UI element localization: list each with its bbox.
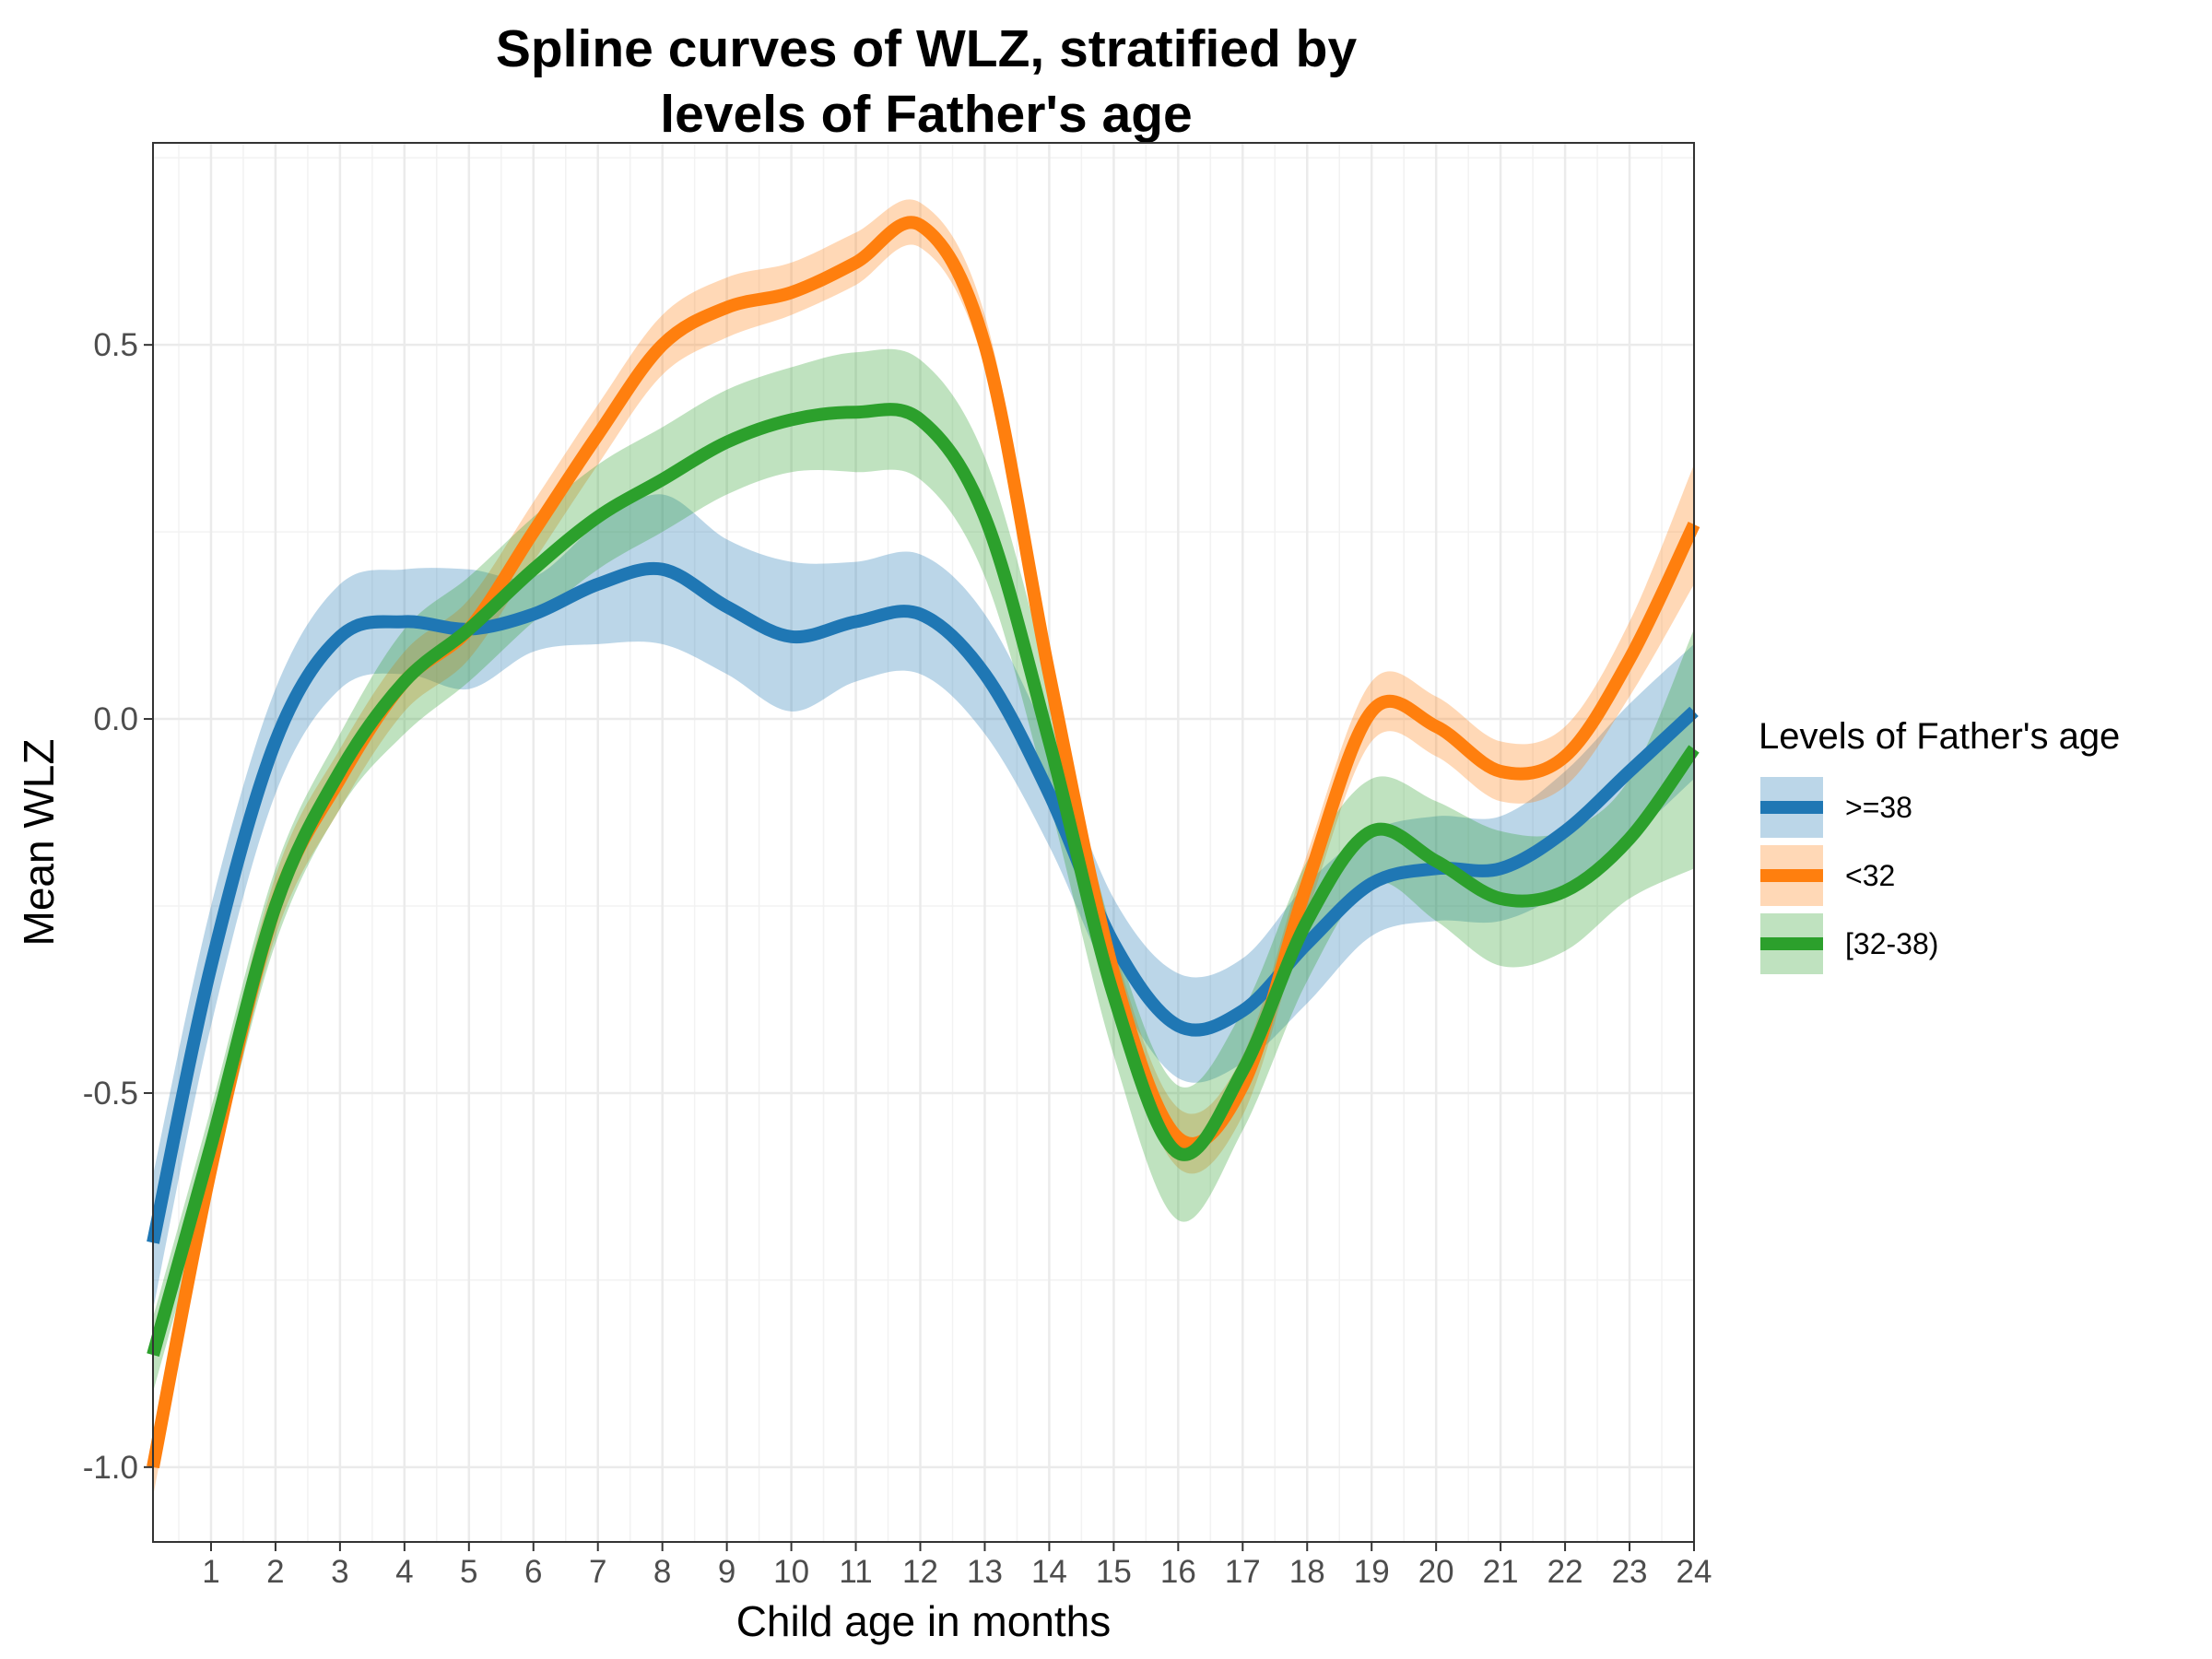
x-tick-label: 17 (1225, 1554, 1261, 1590)
legend-label-1: <32 (1845, 859, 1895, 892)
y-axis-title: Mean WLZ (15, 739, 63, 947)
x-axis: 1 2 3 4 5 6 7 8 9 10 11 12 13 14 15 16 17 18 19 20 21 22 23 24 (202, 1542, 1712, 1590)
x-tick-label: 8 (653, 1554, 671, 1590)
x-tick-label: 22 (1547, 1554, 1583, 1590)
x-tick-label: 2 (266, 1554, 284, 1590)
x-tick-label: 7 (589, 1554, 606, 1590)
x-tick-label: 10 (773, 1554, 809, 1590)
x-tick-label: 21 (1483, 1554, 1519, 1590)
plot-panel-border (152, 142, 1695, 1543)
x-tick-label: 24 (1677, 1554, 1712, 1590)
x-tick-label: 12 (902, 1554, 938, 1590)
x-tick-label: 15 (1096, 1554, 1132, 1590)
x-tick-label: 5 (460, 1554, 477, 1590)
x-tick-label: 13 (967, 1554, 1003, 1590)
chart-title-line1: Spline curves of WLZ, stratified by (496, 19, 1358, 78)
y-tick-label: -0.5 (83, 1076, 138, 1112)
series-line-2 (147, 403, 1700, 1357)
y-tick-label: 0.5 (93, 327, 138, 363)
legend-title: Levels of Father's age (1759, 716, 2120, 757)
grid-minor (153, 143, 1694, 1542)
x-tick-label: 23 (1612, 1554, 1648, 1590)
legend-label-0: >=38 (1845, 791, 1912, 824)
legend: Levels of Father's age >=38 <32 [32-38) (1759, 716, 2120, 974)
x-tick-label: 19 (1354, 1554, 1390, 1590)
y-tick-label: -1.0 (83, 1450, 138, 1486)
band-0 (153, 494, 1694, 1311)
x-tick-label: 16 (1160, 1554, 1196, 1590)
x-tick-label: 3 (331, 1554, 348, 1590)
y-tick-label: 0.0 (93, 701, 138, 737)
x-tick-label: 6 (524, 1554, 542, 1590)
x-tick-label: 14 (1031, 1554, 1067, 1590)
x-tick-label: 9 (718, 1554, 735, 1590)
x-tick-label: 4 (395, 1554, 413, 1590)
chart-title-line2: levels of Father's age (660, 85, 1192, 144)
legend-label-2: [32-38) (1845, 927, 1938, 960)
x-tick-label: 1 (202, 1554, 219, 1590)
series-lines (147, 216, 1700, 1469)
series-line-0 (147, 561, 1699, 1244)
x-axis-title: Child age in months (736, 1597, 1112, 1645)
y-axis: -1.0 -0.5 0.0 0.5 (83, 327, 153, 1486)
x-tick-label: 11 (839, 1554, 872, 1590)
x-tick-label: 18 (1289, 1554, 1325, 1590)
x-tick-label: 20 (1418, 1554, 1454, 1590)
